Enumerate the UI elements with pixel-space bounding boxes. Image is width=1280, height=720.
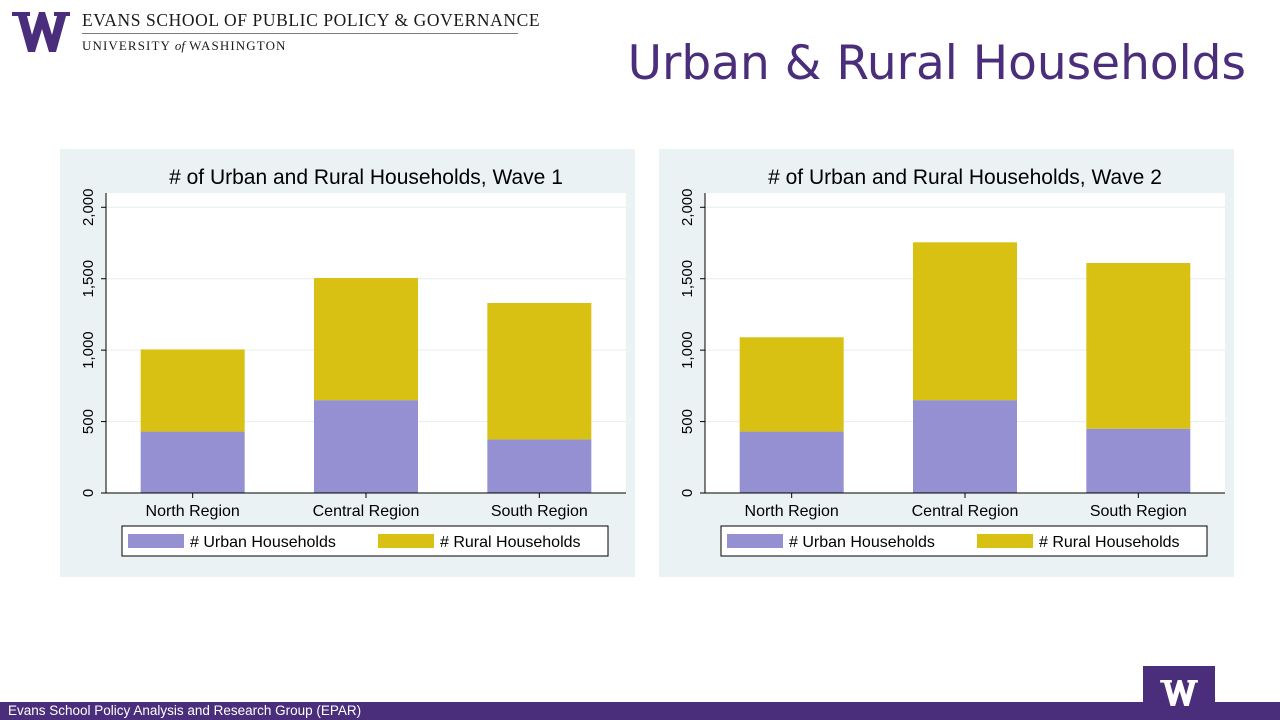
legend-box	[121, 525, 609, 557]
bar-urban	[314, 400, 418, 493]
university-suffix: WASHINGTON	[189, 38, 287, 53]
footer-logo	[1143, 666, 1215, 720]
y-tick-label: 500	[679, 409, 696, 434]
legend-label: # Rural Households	[440, 534, 581, 551]
slide-title: Urban & Rural Households	[627, 36, 1246, 91]
chart-title: # of Urban and Rural Households, Wave 1	[169, 166, 563, 189]
bar-urban	[913, 400, 1017, 493]
legend-swatch	[128, 534, 184, 548]
chart-svg: # of Urban and Rural Households, Wave 1 0…	[80, 166, 626, 557]
university-prefix: UNIVERSITY	[82, 38, 171, 53]
university-of: of	[174, 38, 185, 53]
bar-urban	[1086, 428, 1191, 493]
chart-svg: # of Urban and Rural Households, Wave 2 0…	[679, 166, 1225, 557]
bar-rural	[314, 278, 418, 401]
bar-urban	[487, 439, 592, 493]
chart-wave-1: # of Urban and Rural Households, Wave 1 0…	[60, 149, 635, 577]
x-tick-label: South Region	[491, 503, 588, 520]
x-tick-label: Central Region	[313, 503, 420, 520]
uw-w-logo-icon	[1160, 680, 1198, 706]
legend-swatch	[977, 534, 1033, 548]
bar-rural	[913, 242, 1017, 401]
legend-swatch	[727, 534, 783, 548]
chart-wave-2: # of Urban and Rural Households, Wave 2 0…	[659, 149, 1234, 577]
bar-urban	[140, 431, 245, 493]
bar-urban	[739, 431, 844, 493]
legend-label: # Urban Households	[789, 534, 935, 551]
school-name: EVANS SCHOOL OF PUBLIC POLICY & GOVERNAN…	[82, 10, 541, 30]
x-tick-label: Central Region	[912, 503, 1019, 520]
y-tick-label: 1,500	[679, 260, 696, 298]
header-divider	[82, 33, 518, 34]
uw-w-logo-icon	[12, 12, 70, 52]
y-tick-label: 1,500	[80, 260, 97, 298]
chart-title: # of Urban and Rural Households, Wave 2	[768, 166, 1162, 189]
y-tick-label: 2,000	[679, 189, 696, 227]
x-tick-label: North Region	[146, 503, 240, 520]
x-tick-label: North Region	[745, 503, 839, 520]
y-tick-label: 1,000	[80, 331, 97, 369]
legend-label: # Urban Households	[190, 534, 336, 551]
y-tick-label: 0	[679, 489, 696, 497]
x-tick-label: South Region	[1090, 503, 1187, 520]
y-tick-label: 2,000	[80, 189, 97, 227]
bar-rural	[1086, 263, 1191, 429]
y-tick-label: 0	[80, 489, 97, 497]
bar-rural	[739, 337, 844, 432]
y-tick-label: 1,000	[679, 331, 696, 369]
bar-rural	[140, 349, 245, 432]
legend-swatch	[378, 534, 434, 548]
y-tick-label: 500	[80, 409, 97, 434]
university-name: UNIVERSITY of WASHINGTON	[82, 38, 287, 54]
footer-text: Evans School Policy Analysis and Researc…	[8, 703, 362, 718]
bar-rural	[487, 303, 592, 440]
legend-box	[720, 525, 1208, 557]
legend-label: # Rural Households	[1039, 534, 1180, 551]
footer-bar	[0, 702, 1280, 720]
